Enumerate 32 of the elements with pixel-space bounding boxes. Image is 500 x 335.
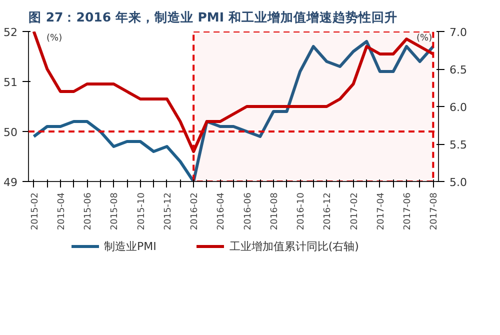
x-tick-label: 2016-08 — [270, 192, 280, 230]
chart-title: 图 27：2016 年来，制造业 PMI 和工业增加值增速趋势性回升 — [28, 10, 398, 24]
y-tick-label: 50 — [4, 126, 18, 139]
y-tick-label: 52 — [4, 26, 18, 39]
y-tick-label: 51 — [4, 76, 18, 89]
x-tick-label: 2015-02 — [30, 192, 40, 230]
y2-tick-label: 5.0 — [450, 176, 467, 189]
y2-tick-label: 5.5 — [450, 138, 467, 152]
line-series — [32, 32, 435, 153]
x-tick-label: 2015-08 — [110, 192, 120, 230]
y-axis-title: (%) — [46, 34, 62, 44]
x-tick-label: 2015-04 — [56, 192, 67, 230]
x-tick-label: 2015-06 — [84, 192, 94, 230]
x-tick-label: 2016-06 — [243, 192, 254, 230]
x-tick-label: 2016-12 — [323, 192, 334, 230]
x-tick-label: 2016-02 — [190, 192, 200, 230]
x-tick-label: 2015-12 — [163, 192, 174, 230]
x-tick-label: 2017-06 — [403, 192, 414, 230]
y2-tick-label: 6.0 — [450, 101, 467, 114]
y2-axis-title: (%) — [416, 34, 432, 44]
x-tick-label: 2017-04 — [376, 192, 386, 230]
y2-tick-label: 6.5 — [450, 64, 467, 76]
y-tick-label: 49 — [4, 176, 18, 189]
x-tick-label: 2016-10 — [296, 192, 307, 230]
x-tick-label: 2017-08 — [430, 192, 440, 230]
x-tick-label: 2016-04 — [216, 192, 227, 230]
x-tick-label: 2015-10 — [136, 192, 147, 230]
x-tick-label: 2017-02 — [350, 192, 360, 230]
legend-label: 制造业PMI — [104, 238, 156, 254]
y2-tick-label: 7.0 — [450, 26, 467, 39]
line-series — [32, 40, 435, 182]
legend-label: 工业增加值累计同比(右轴) — [229, 238, 359, 254]
